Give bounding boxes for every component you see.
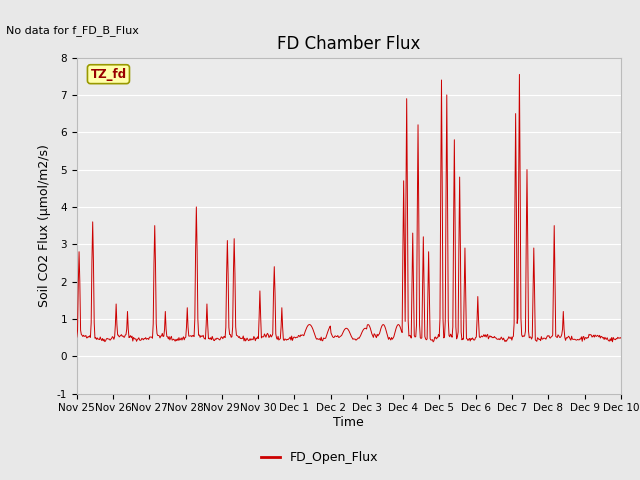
Legend: FD_Open_Flux: FD_Open_Flux <box>257 446 383 469</box>
X-axis label: Time: Time <box>333 416 364 429</box>
Text: No data for f_FD_B_Flux: No data for f_FD_B_Flux <box>6 25 140 36</box>
Title: FD Chamber Flux: FD Chamber Flux <box>277 35 420 53</box>
Text: TZ_fd: TZ_fd <box>90 68 127 81</box>
Y-axis label: Soil CO2 Flux (μmol/m2/s): Soil CO2 Flux (μmol/m2/s) <box>38 144 51 307</box>
